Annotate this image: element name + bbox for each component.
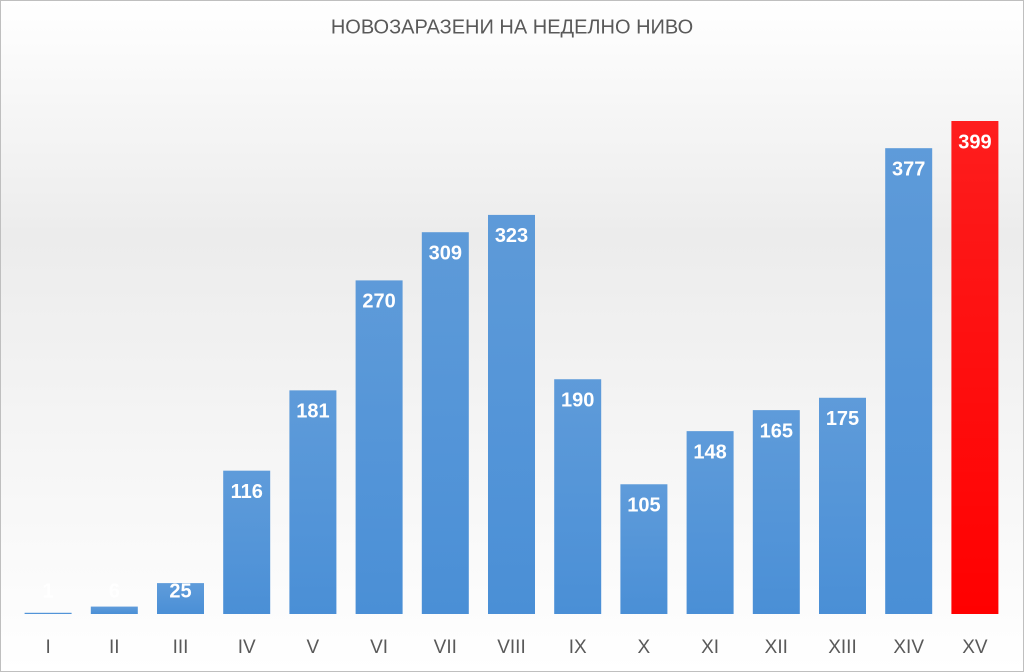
bar [355,280,403,614]
value-label: 116 [231,481,263,503]
bar [488,214,535,614]
value-label: 377 [892,158,925,180]
x-tick-label: IX [569,637,587,658]
x-tick-label: I [45,637,50,658]
x-tick-label: II [109,637,120,658]
x-tick-label: VI [370,637,388,658]
x-tick-label: VII [434,637,457,658]
x-tick-label: XV [962,637,988,658]
chart-title: НОВОЗАРАЗЕНИ НА НЕДЕЛНО НИВО [331,16,693,38]
bar [951,121,999,614]
value-label: 181 [296,401,329,423]
value-label: 323 [495,225,528,247]
bar [752,410,800,614]
bar [24,612,72,614]
bar [90,606,138,614]
bar [157,583,204,614]
value-label: 25 [169,580,191,602]
bar [819,397,866,614]
value-label: 190 [561,390,594,412]
value-label: 6 [109,580,120,602]
bar [620,484,668,614]
x-tick-label: XI [701,637,719,658]
value-label: 270 [362,291,395,313]
value-label: 148 [693,441,726,463]
value-label: 1 [43,580,54,602]
value-label: 309 [429,242,462,264]
value-label: 105 [627,495,660,517]
x-tick-label: IV [238,637,256,658]
bar [885,148,933,614]
x-tick-label: XII [765,637,788,658]
bar [223,470,271,614]
bar [289,390,337,614]
x-tick-label: X [638,637,651,658]
value-label: 399 [958,131,991,153]
x-tick-label: XIV [893,637,924,658]
x-tick-label: XIII [828,637,857,658]
value-label: 165 [760,420,793,442]
bar [554,379,602,614]
bar [686,431,734,614]
x-tick-label: III [173,637,189,658]
x-tick-label: VIII [497,637,526,658]
value-label: 175 [826,408,859,430]
bar [421,232,469,614]
x-tick-label: V [307,637,320,658]
